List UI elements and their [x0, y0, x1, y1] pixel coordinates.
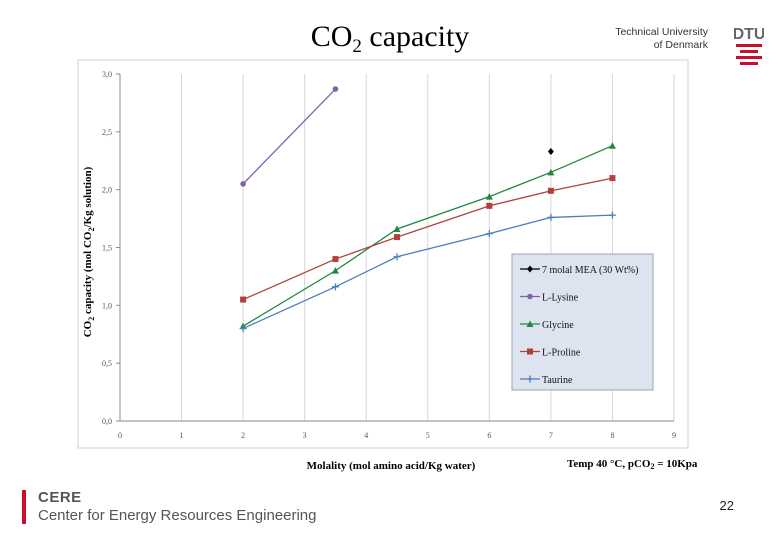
x-tick-label: 2: [241, 431, 245, 440]
x-tick-label: 7: [549, 431, 553, 440]
cere-short-name: CERE: [38, 489, 82, 506]
cere-full-name: Center for Energy Resources Engineering: [38, 507, 317, 524]
series-taurine: [239, 211, 616, 332]
series-lines: [239, 86, 616, 332]
data-point-taurine: [393, 253, 401, 261]
legend-label-glycine: Glycine: [542, 320, 574, 331]
y-axis-label: CO2 capacity (mol CO2/Kg solution): [82, 166, 96, 337]
y-label-sub-2: 2: [87, 228, 96, 232]
data-point-l-lysine: [240, 181, 246, 187]
plot-frame: [77, 59, 689, 449]
title-main: CO: [310, 20, 353, 53]
x-tick-label: 0: [118, 431, 122, 440]
data-point-taurine: [608, 211, 616, 219]
legend-label-l-lysine: L-Lysine: [542, 293, 579, 304]
y-tick-label: 2,0: [102, 186, 112, 195]
slide-title: CO2 capacity: [290, 20, 490, 57]
y-tick-label: 0,0: [102, 417, 112, 426]
logo-bar-0: [736, 44, 762, 47]
y-label-part-3: /Kg solution): [82, 166, 94, 228]
x-tick-label: 9: [672, 431, 676, 440]
legend-marker-glycine: [526, 320, 534, 327]
data-point-taurine: [331, 283, 339, 291]
title-subscript: 2: [352, 36, 362, 57]
series-line-l-proline: [242, 177, 613, 301]
dtu-logo-icon: DTU: [734, 26, 764, 65]
y-label-part-1: CO: [82, 320, 94, 337]
data-point-l-proline: [332, 256, 339, 263]
university-name: Technical University of Denmark: [600, 26, 708, 52]
legend: 7 molal MEA (30 Wt%) L-Lysine Glycine L-Pro…: [511, 253, 654, 391]
data-point-glycine: [485, 193, 493, 200]
legend-marker-7-molal-mea-30-wt: [527, 265, 533, 273]
data-point-glycine: [331, 267, 339, 274]
logo-bar-1: [740, 50, 758, 53]
x-axis-label: Molality (mol amino acid/Kg water): [307, 460, 476, 472]
y-tick-label: 1,0: [102, 301, 112, 310]
y-tick-label: 3,0: [102, 70, 112, 79]
chart-border: [77, 59, 689, 449]
data-point-l-proline: [486, 202, 493, 209]
logo-text: DTU: [734, 26, 764, 43]
legend-marker-l-lysine: [527, 293, 533, 300]
data-point-glycine: [393, 225, 401, 232]
x-tick-label: 3: [303, 431, 307, 440]
data-point-taurine: [239, 324, 247, 332]
condition-subscript: 2: [650, 462, 655, 471]
data-point-glycine: [547, 168, 555, 176]
y-label-sub-1: 2: [87, 317, 96, 321]
series-line-l-lysine: [242, 88, 336, 185]
condition-note: Temp 40 °C, pCO2 = 10Kpa: [567, 458, 698, 471]
logo-bar-3: [740, 62, 758, 65]
title-rest: capacity: [361, 20, 470, 53]
data-point-taurine: [547, 213, 555, 221]
axes: 0 1 2 3 4 5 6 7 8 9 0,0 0,5 1,0 1,5 2,0 2,5 3,0: [102, 70, 676, 440]
series-line-glycine: [242, 145, 613, 327]
data-point-l-lysine: [332, 86, 339, 92]
university-line-1: Technical University: [615, 26, 708, 38]
condition-suffix: = 10Kpa: [654, 458, 698, 470]
legend-marker-taurine: [526, 375, 534, 383]
y-label-part-2: capacity (mol CO: [82, 231, 94, 317]
data-point-7-molal-mea-30-wt: [547, 147, 554, 155]
y-tick-label: 1,5: [102, 244, 112, 253]
legend-label-7-molal-mea-30-wt: 7 molal MEA (30 Wt%): [542, 265, 638, 276]
logo-bar-2: [736, 56, 762, 59]
series-line-taurine: [242, 214, 613, 330]
x-tick-label: 6: [487, 431, 491, 440]
x-tick-label: 8: [610, 431, 614, 440]
data-point-l-proline: [240, 296, 247, 303]
y-tick-label: 2,5: [102, 128, 112, 137]
condition-prefix: Temp 40 °C, pCO: [567, 458, 651, 470]
x-tick-label: 1: [180, 431, 184, 440]
legend-box: [511, 253, 654, 391]
x-tick-label: 5: [426, 431, 430, 440]
series-7-molal-mea-30-wt: [547, 147, 554, 155]
data-point-taurine: [485, 230, 493, 238]
cere-accent-bar: [22, 490, 26, 524]
data-point-l-proline: [609, 175, 616, 182]
series-l-lysine: [240, 86, 339, 187]
y-tick-label: 0,5: [102, 359, 112, 368]
data-point-l-proline: [394, 234, 400, 241]
series-l-proline: [240, 175, 616, 303]
data-point-glycine: [608, 142, 616, 149]
legend-label-l-proline: L-Proline: [542, 348, 581, 359]
page-number: 22: [719, 498, 734, 513]
legend-marker-l-proline: [527, 348, 533, 355]
x-tick-label: 4: [364, 431, 368, 440]
legend-label-taurine: Taurine: [542, 375, 573, 386]
data-point-l-proline: [547, 187, 554, 194]
university-line-2: of Denmark: [653, 39, 708, 51]
